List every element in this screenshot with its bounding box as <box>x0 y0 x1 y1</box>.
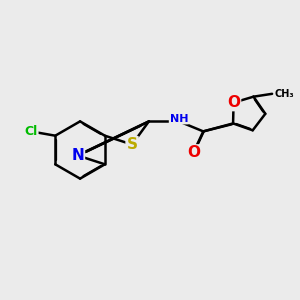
Text: O: O <box>187 146 200 160</box>
Text: Cl: Cl <box>24 125 38 138</box>
Text: N: N <box>71 148 84 163</box>
Text: NH: NH <box>170 113 188 124</box>
Text: S: S <box>127 137 138 152</box>
Text: CH₃: CH₃ <box>275 89 295 99</box>
Text: O: O <box>227 95 240 110</box>
